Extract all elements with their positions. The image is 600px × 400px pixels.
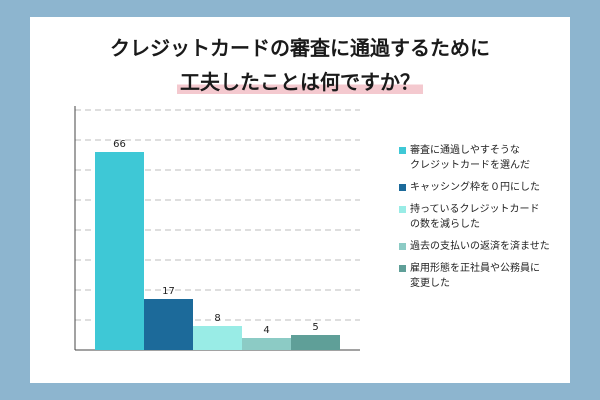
chart-legend: 審査に通過しやすそうな クレジットカードを選んだキャッシング枠を０円にした持って… <box>399 143 569 298</box>
legend-item: 過去の支払いの返済を済ませた <box>399 239 569 254</box>
bar-value-label: 5 <box>312 322 318 333</box>
legend-label: キャッシング枠を０円にした <box>410 182 540 193</box>
legend-item: 持っているクレジットカード の数を減らした <box>399 202 569 232</box>
legend-item: 雇用形態を正社員や公務員に 変更した <box>399 261 569 291</box>
title-line-2-wrapper: 工夫したことは何ですか？ <box>30 65 570 99</box>
chart-title: クレジットカードの審査に通過するために 工夫したことは何ですか？ <box>30 31 570 99</box>
legend-label: 審査に通過しやすそうな クレジットカードを選んだ <box>410 145 530 171</box>
legend-swatch <box>399 265 406 272</box>
bar <box>193 326 242 350</box>
legend-swatch <box>399 206 406 213</box>
bar <box>291 335 340 350</box>
legend-swatch <box>399 184 406 191</box>
title-line-1: クレジットカードの審査に通過するために <box>110 36 490 60</box>
legend-label: 持っているクレジットカード の数を減らした <box>410 204 540 230</box>
bar-value-label: 66 <box>113 139 126 150</box>
title-line-2: 工夫したことは何ですか？ <box>177 70 423 94</box>
legend-item: 審査に通過しやすそうな クレジットカードを選んだ <box>399 143 569 173</box>
legend-label: 過去の支払いの返済を済ませた <box>410 241 550 252</box>
bar <box>144 299 193 350</box>
chart-card: クレジットカードの審査に通過するために 工夫したことは何ですか？ 66 17 8 4 5… <box>30 17 570 383</box>
bar <box>95 152 144 350</box>
bar <box>242 338 291 350</box>
bar-value-label: 17 <box>162 286 175 297</box>
bar-value-label: 8 <box>214 313 220 324</box>
legend-label: 雇用形態を正社員や公務員に 変更した <box>410 263 540 289</box>
legend-swatch <box>399 147 406 154</box>
legend-item: キャッシング枠を０円にした <box>399 180 569 195</box>
bar-value-label: 4 <box>263 325 269 336</box>
legend-swatch <box>399 243 406 250</box>
bar-chart: 66 17 8 4 5 <box>74 106 360 351</box>
